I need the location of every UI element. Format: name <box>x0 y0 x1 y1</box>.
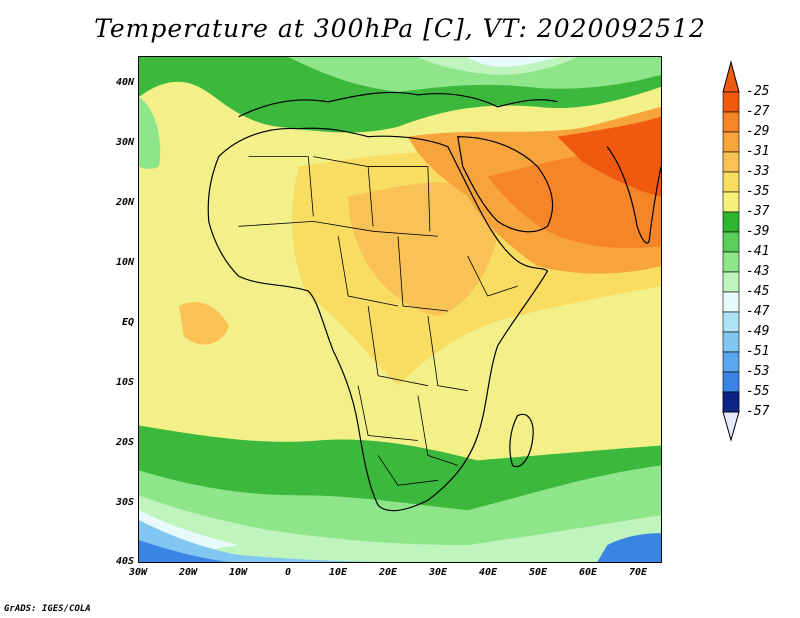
colorbar-label: -33 <box>746 164 770 179</box>
colorbar-swatch <box>722 211 740 233</box>
lon-label-10e: 10E <box>328 567 348 578</box>
country-borders <box>238 156 518 486</box>
colorbar-swatch <box>722 351 740 373</box>
lon-label-30e: 30E <box>428 567 448 578</box>
lon-label-20e: 20E <box>378 567 398 578</box>
colorbar-swatch <box>722 171 740 193</box>
colorbar-label: -57 <box>746 404 770 419</box>
lat-label-10n: 10N <box>115 257 134 268</box>
lon-label-10w: 10W <box>228 567 248 578</box>
colorbar-swatch <box>722 311 740 333</box>
lat-label-20s: 20S <box>115 437 134 448</box>
lat-label-30n: 30N <box>115 137 134 148</box>
map-title: Temperature at 300hPa [C], VT: 202009251… <box>94 14 706 43</box>
temperature-field-north-lightgreen <box>288 57 661 92</box>
colorbar-label: -29 <box>746 124 770 139</box>
colorbar-swatch <box>722 231 740 253</box>
temperature-map <box>138 56 662 563</box>
colorbar-label: -45 <box>746 284 770 299</box>
colorbar-label: -25 <box>746 84 770 99</box>
colorbar-label: -55 <box>746 384 770 399</box>
lat-label-40n: 40N <box>115 77 134 88</box>
mediterranean-coastline <box>238 91 558 118</box>
lon-label-60e: 60E <box>578 567 598 578</box>
colorbar-swatch <box>722 371 740 393</box>
grads-credit: GrADS: IGES/COLA <box>4 604 91 614</box>
arabia-coastline <box>457 136 554 233</box>
colorbar-swatch <box>722 251 740 273</box>
colorbar-top-arrow <box>722 60 740 93</box>
lon-label-0: 0 <box>284 567 292 578</box>
lon-label-50e: 50E <box>528 567 548 578</box>
map-canvas <box>139 57 661 562</box>
colorbar-label: -27 <box>746 104 770 119</box>
colorbar-label: -35 <box>746 184 770 199</box>
temperature-field-india-hot <box>557 116 661 197</box>
lat-label-20n: 20N <box>115 197 134 208</box>
colorbar-bottom-arrow <box>722 411 740 442</box>
lon-label-30w: 30W <box>128 567 148 578</box>
colorbar-label: -53 <box>746 364 770 379</box>
lat-label-30s: 30S <box>115 497 134 508</box>
colorbar-label: -49 <box>746 324 770 339</box>
africa-coastline <box>207 127 549 512</box>
temperature-field-south-palegreen <box>139 495 661 562</box>
lat-label-10s: 10S <box>115 377 134 388</box>
temperature-field-south-blue <box>139 520 399 562</box>
lat-label-40s: 40S <box>115 556 134 567</box>
temperature-field-north-cyan <box>467 57 558 67</box>
colorbar-label: -37 <box>746 204 770 219</box>
colorbar-swatch <box>722 91 740 113</box>
colorbar-swatch <box>722 111 740 133</box>
colorbar-swatch <box>722 131 740 153</box>
temperature-field-southeast-blue <box>597 533 661 562</box>
temperature-field-west-green <box>139 96 161 169</box>
colorbar-label: -31 <box>746 144 770 159</box>
temperature-field-south-deepblue <box>139 540 229 562</box>
temperature-field-warm-ocean <box>178 302 229 345</box>
colorbar-graphic <box>722 60 740 442</box>
colorbar-label: -39 <box>746 224 770 239</box>
temperature-field-warm-central <box>348 182 498 316</box>
colorbar-label: -51 <box>746 344 770 359</box>
colorbar-swatch <box>722 391 740 413</box>
madagascar-coastline <box>509 413 534 468</box>
colorbar-swatch <box>722 331 740 353</box>
colorbar-label: -41 <box>746 244 770 259</box>
lon-label-40e: 40E <box>478 567 498 578</box>
lon-label-70e: 70E <box>628 567 648 578</box>
colorbar-label: -47 <box>746 304 770 319</box>
colorbar-swatch <box>722 191 740 213</box>
colorbar-swatch <box>722 151 740 173</box>
lat-label-eq: EQ <box>121 317 134 328</box>
colorbar-label: -43 <box>746 264 770 279</box>
india-coastline <box>606 146 661 244</box>
lon-label-20w: 20W <box>178 567 198 578</box>
colorbar-swatch <box>722 271 740 293</box>
colorbar-swatch <box>722 291 740 313</box>
